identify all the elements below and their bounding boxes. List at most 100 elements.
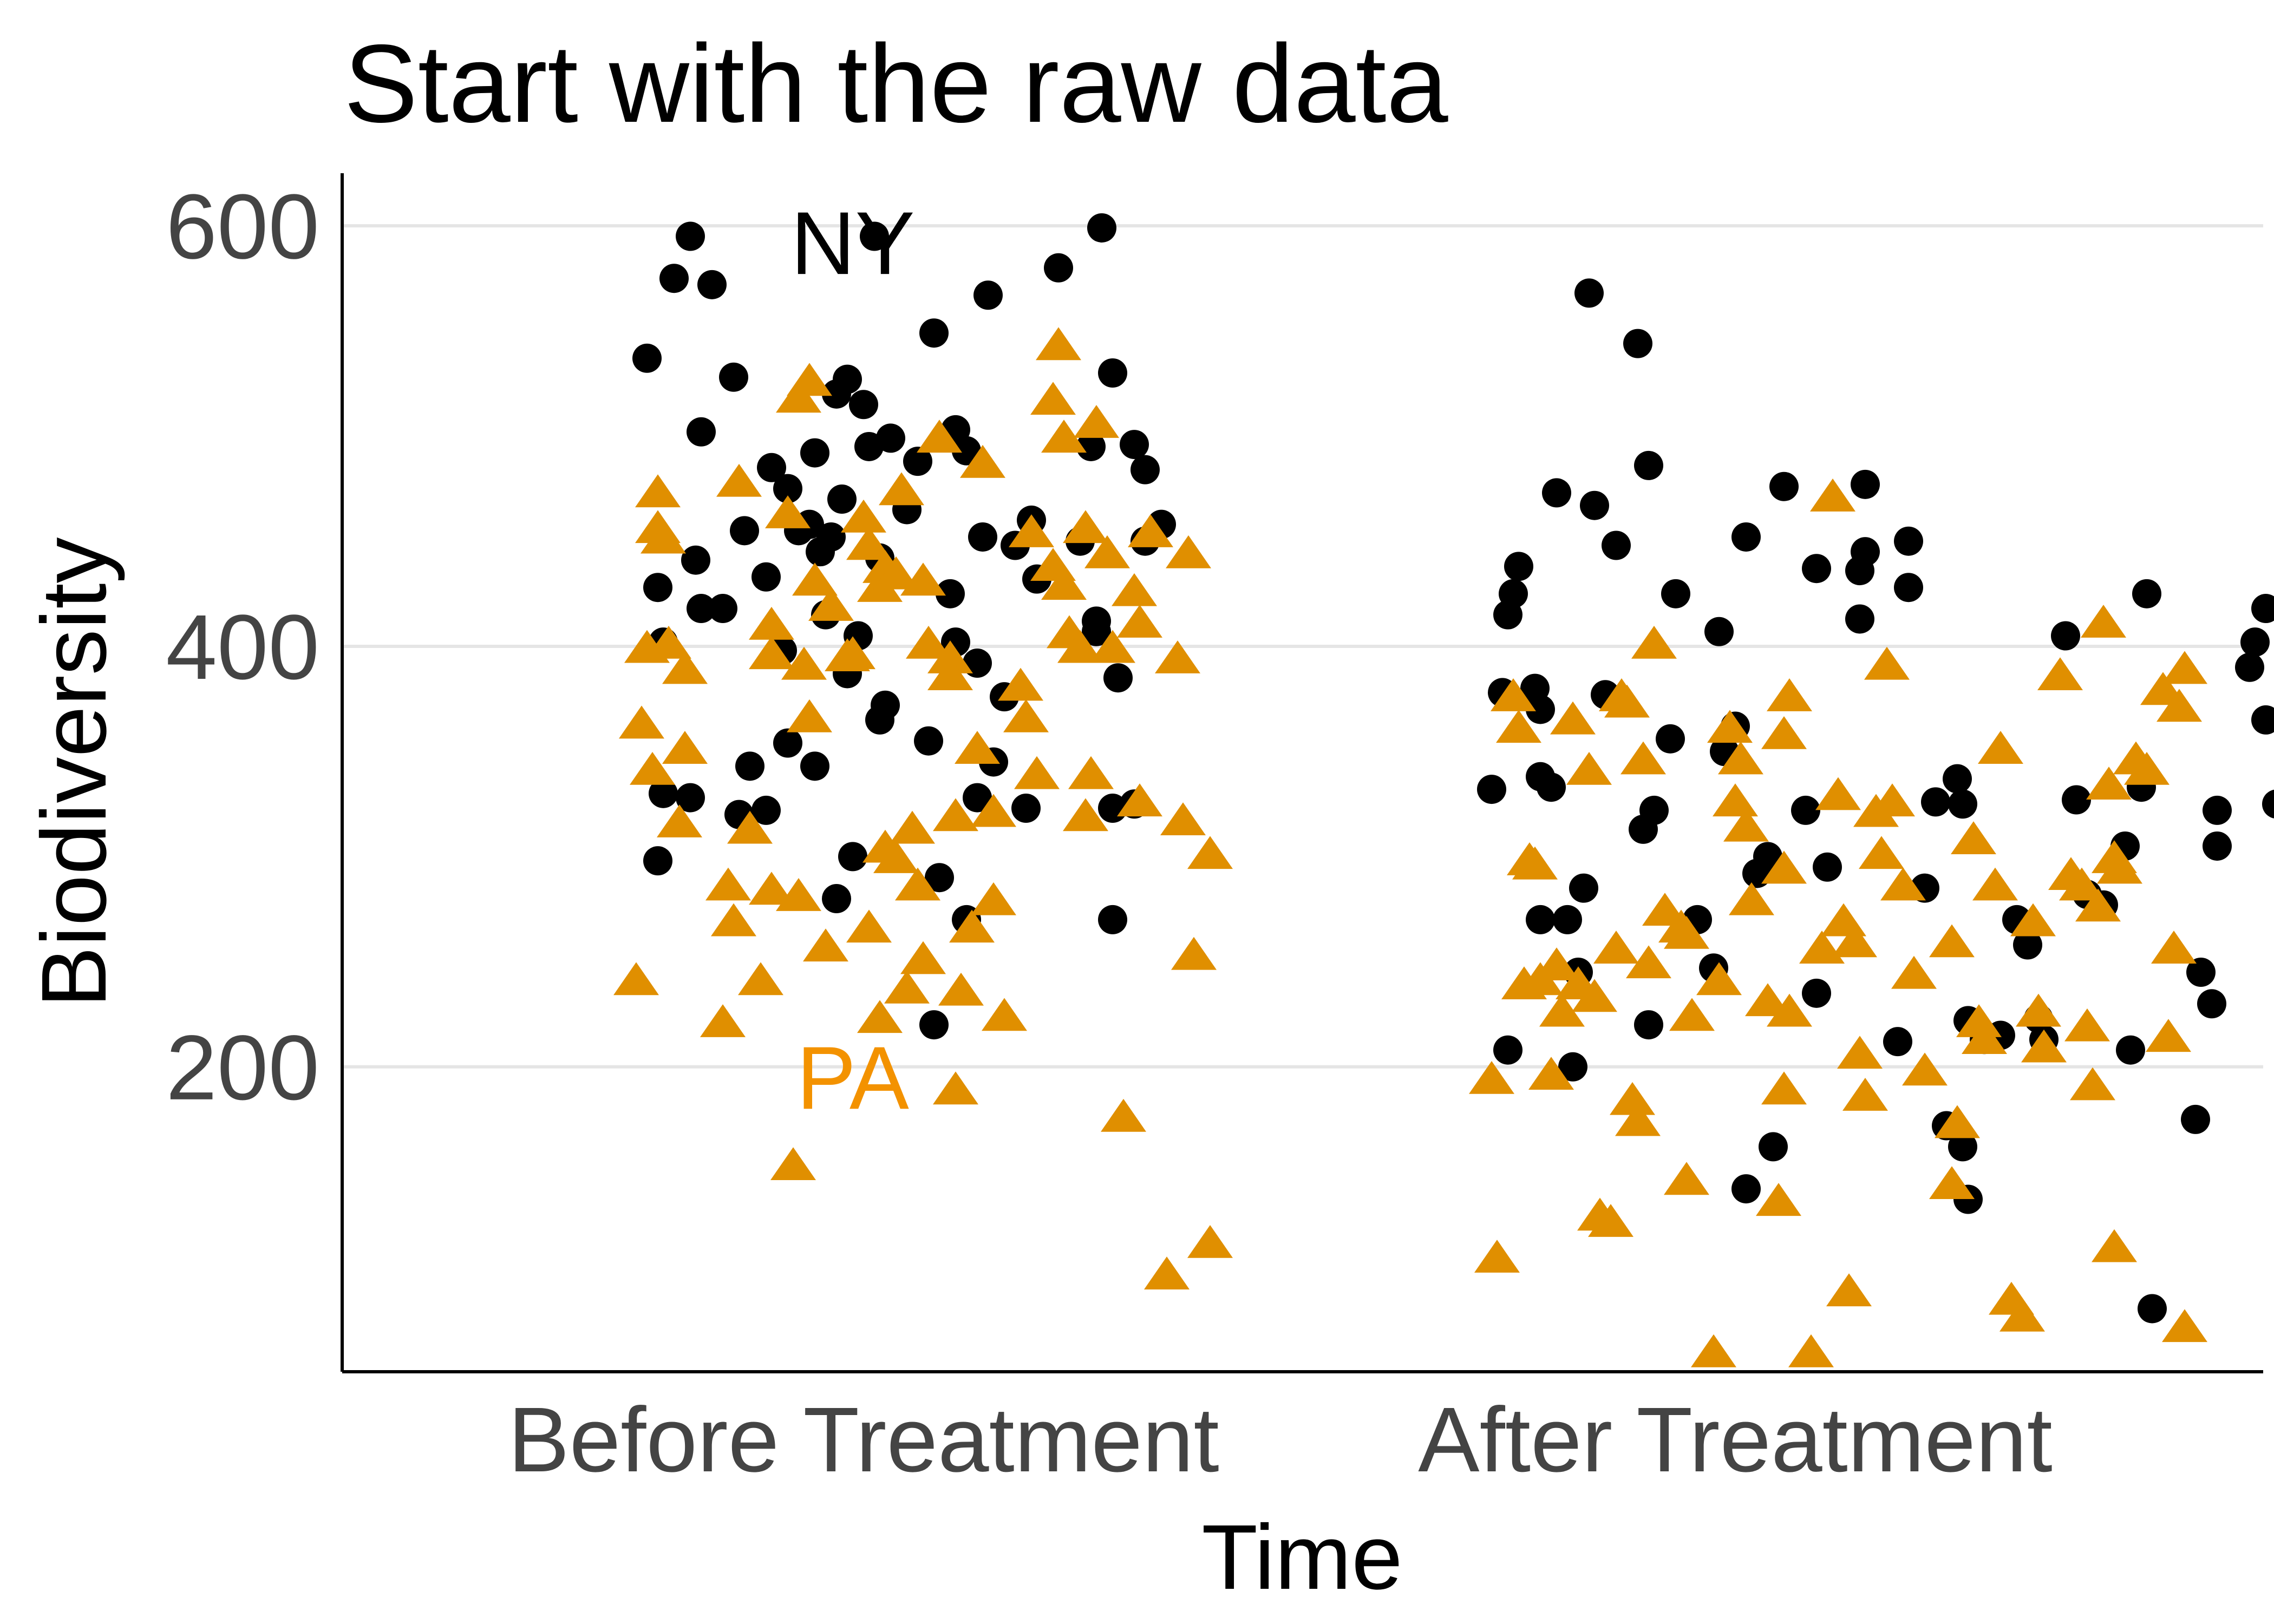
data-point-pa [1837,1036,1883,1069]
data-point-pa [776,878,821,911]
data-point-pa [787,699,832,732]
data-point-ny [1894,573,1923,603]
data-point-pa [2162,651,2207,684]
data-point-pa [1972,867,2018,901]
data-point-ny [827,484,857,514]
data-point-ny [1574,278,1604,308]
data-point-pa [846,527,892,560]
x-axis-label: Time [1201,1506,1402,1609]
data-point-pa [662,731,708,764]
data-point-pa [1057,630,1103,663]
data-point-pa [1101,1098,1146,1132]
data-point-ny [1813,852,1842,882]
data-point-pa [1496,710,1541,743]
data-point-pa [933,798,978,831]
data-point-ny [2132,579,2161,608]
data-point-pa [787,363,832,396]
data-point-ny [963,783,992,813]
data-point-pa [1009,514,1054,547]
data-point-pa [2081,605,2126,638]
data-point-pa [900,562,946,596]
data-point-ny [1526,695,1555,724]
data-point-pa [949,909,995,943]
data-point-pa [933,1071,978,1105]
data-point-pa [1593,931,1639,964]
data-point-ny [1704,617,1734,646]
data-point-pa [727,810,773,844]
data-point-pa [2064,1008,2110,1042]
data-point-ny [2251,705,2274,735]
data-point-pa [1767,993,1812,1027]
data-point-ny [2062,785,2091,815]
data-point-pa [1566,752,1612,785]
data-point-pa [841,499,886,533]
data-point-ny [800,751,829,781]
data-point-pa [830,636,875,670]
data-point-pa [808,588,854,621]
data-point-ny [1802,554,1831,584]
data-point-ny [903,447,932,476]
data-point-ny [2203,795,2232,825]
data-point-pa [1723,808,1769,842]
data-point-pa [716,463,762,497]
data-point-pa [1664,915,1709,949]
data-point-ny [1883,1027,1912,1057]
data-point-pa [1187,836,1233,869]
data-point-pa [1615,1103,1661,1136]
data-point-ny [643,846,672,876]
data-point-ny [1634,450,1663,480]
data-point-pa [1550,701,1596,735]
data-point-ny [757,453,786,482]
data-point-pa [1068,756,1114,789]
data-point-pa [1999,1298,2045,1332]
data-point-ny [1098,358,1127,388]
data-point-pa [641,520,686,554]
data-point-pa [657,804,702,837]
data-point-ny [925,863,954,893]
data-point-pa [1880,867,1926,901]
data-point-ny [800,438,829,468]
data-point-pa [998,667,1043,701]
data-point-pa [1166,535,1211,568]
data-point-pa [2075,888,2121,922]
data-point-ny [1098,905,1127,934]
data-point-ny [1948,789,1977,819]
data-point-ny [1845,604,1874,634]
data-point-pa [1745,983,1791,1017]
data-point-ny [1894,526,1923,556]
data-point-pa [1707,710,1753,743]
data-point-pa [1063,510,1108,543]
data-point-pa [738,962,783,996]
data-point-pa [2021,1029,2067,1063]
x-axis-ticks: Before Treatment After Treatment [508,1389,2053,1491]
data-point-pa [1090,630,1135,663]
data-point-pa [982,998,1027,1031]
data-point-ny [919,1010,949,1040]
data-point-pa [1112,573,1157,606]
data-point-ny [1634,1010,1663,1040]
data-point-pa [1155,640,1200,673]
data-point-pa [1491,678,1536,711]
data-point-pa [1610,1082,1655,1115]
data-point-pa [857,1000,903,1033]
data-point-ny [2186,958,2216,987]
data-point-ny [676,783,705,813]
data-point-ny [730,516,759,546]
data-point-ny [719,362,748,392]
data-point-pa [1718,741,1763,775]
data-point-pa [1534,947,1579,981]
y-axis-ticks: 200 400 600 [166,175,319,1119]
data-point-ny [1087,213,1116,243]
data-point-pa [1084,535,1130,568]
data-point-ny [1558,1052,1587,1082]
data-point-pa [1572,979,1617,1012]
data-point-pa [1588,1204,1633,1237]
data-point-ny [1076,431,1106,461]
data-point-ny [2181,1104,2210,1134]
data-point-pa [2157,689,2202,722]
data-point-ny [1553,905,1582,934]
data-point-pa [917,420,962,453]
data-point-ny [2240,627,2270,657]
data-point-ny [2013,930,2042,960]
data-point-ny [1731,522,1761,552]
